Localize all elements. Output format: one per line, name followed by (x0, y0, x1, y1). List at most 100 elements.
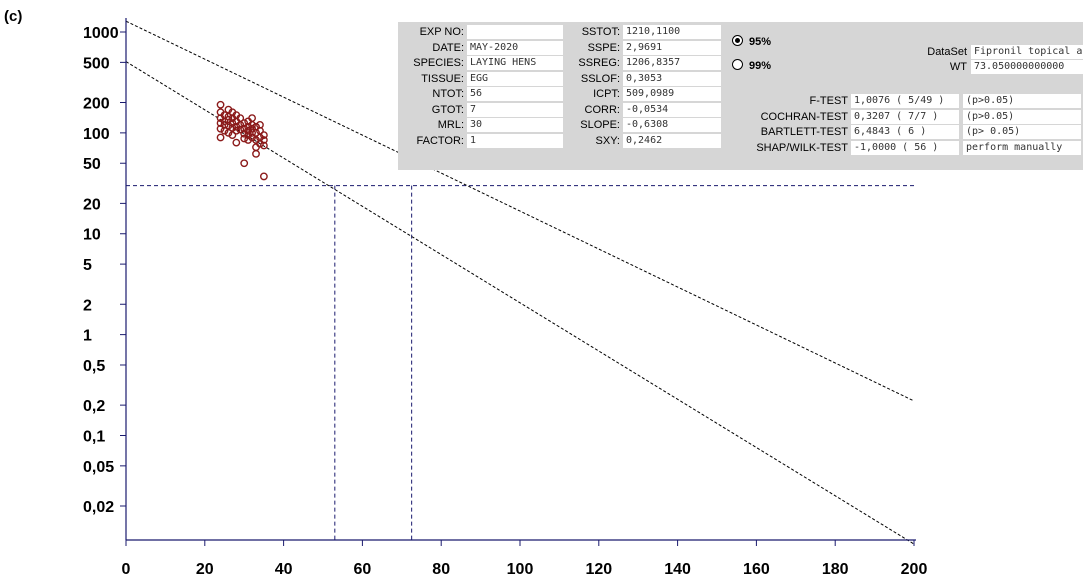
y-tick-label: 0,05 (83, 459, 114, 476)
field-label: SSPE: (587, 41, 620, 54)
y-tick-label: 0,2 (83, 398, 105, 415)
test-result: (p> 0.05) (963, 125, 1081, 139)
data-point (248, 128, 256, 137)
statistics-panel: EXP NO: DATE: MAY-2020 SPECIES: LAYING HENS T… (398, 22, 1083, 170)
data-point (216, 119, 225, 127)
field-value: -0,6308 (623, 118, 721, 132)
upper-tolerance-line (125, 20, 915, 402)
x-tick-label: 0 (122, 561, 131, 578)
wt-value: 73.050000000000 (971, 60, 1083, 74)
data-point (244, 131, 253, 140)
y-tick-label: 5 (83, 257, 92, 274)
x-tick-label: 40 (275, 561, 293, 578)
field-label: GTOT: (431, 103, 464, 116)
field-label: SSREG: (578, 57, 620, 69)
data-point (259, 136, 268, 144)
data-points (216, 100, 268, 181)
field-label: NTOT: (432, 88, 464, 100)
x-tick-label: 180 (822, 561, 849, 578)
data-point (220, 117, 229, 126)
data-point (236, 125, 245, 134)
test-result: (p>0.05) (963, 109, 1081, 124)
field-value: 0,2462 (623, 133, 721, 148)
field-value: 7 (467, 102, 563, 117)
y-tick-label: 50 (83, 156, 101, 173)
data-point (259, 172, 268, 181)
test-value: -1,0000 ( 56 ) (851, 140, 959, 155)
field-label: MRL: (437, 119, 464, 131)
data-point (244, 126, 253, 135)
regression-line (125, 61, 915, 545)
field-label: SLOPE: (580, 119, 620, 131)
field-label: SPECIES: (413, 57, 464, 69)
field-value: 0,3053 (623, 71, 721, 86)
field-value: 56 (467, 87, 563, 101)
regression-lines (125, 20, 915, 545)
y-tick-label: 500 (83, 55, 110, 72)
y-tick-label: 1000 (83, 25, 119, 42)
data-point (224, 128, 233, 137)
test-result: (p>0.05) (963, 94, 1081, 108)
dataset-label: DataSet (927, 46, 967, 58)
field-label: SSTOT: (581, 26, 620, 38)
x-tick-label: 80 (432, 561, 450, 578)
radio-icon[interactable] (732, 35, 743, 46)
data-point (220, 126, 229, 135)
data-point (232, 138, 241, 147)
data-point (252, 149, 260, 158)
test-label: SHAP/WILK-TEST (756, 141, 848, 154)
dataset-value: Fipronil topical ad (971, 45, 1083, 59)
field-label: CORR: (584, 103, 620, 116)
data-point (244, 122, 253, 131)
field-label: TISSUE: (421, 72, 464, 85)
x-tick-label: 100 (507, 561, 534, 578)
test-value: 0,3207 ( 7/7 ) (851, 109, 959, 124)
test-value: 1,0076 ( 5/49 ) (851, 94, 959, 108)
radio-icon[interactable] (732, 59, 743, 70)
field-value: LAYING HENS (467, 56, 563, 70)
data-point (228, 131, 237, 140)
field-value: 30 (467, 118, 563, 132)
data-point (259, 141, 268, 150)
data-point (216, 100, 225, 109)
y-tick-label: 100 (83, 126, 110, 143)
field-value: 1206,8357 (623, 56, 721, 70)
test-value: 6,4843 ( 6 ) (851, 125, 959, 139)
y-tick-label: 1 (83, 328, 92, 345)
y-tick-label: 10 (83, 227, 101, 244)
test-label: F-TEST (809, 95, 849, 107)
field-value: 509,0989 (623, 87, 721, 101)
wt-label: WT (949, 61, 967, 73)
radio-95-percent[interactable]: 95% (732, 35, 771, 48)
radio-99-percent[interactable]: 99% (732, 59, 771, 72)
x-tick-label: 160 (743, 561, 770, 578)
y-tick-label: 20 (83, 196, 101, 213)
y-tick-label: 0,5 (83, 358, 105, 375)
data-point (248, 120, 256, 129)
data-point (252, 128, 260, 137)
field-label: ICPT: (593, 88, 620, 100)
axes (125, 18, 916, 541)
reference-lines (126, 185, 916, 540)
data-point (259, 131, 268, 140)
test-result: perform manually (963, 140, 1081, 155)
data-point (224, 112, 233, 121)
x-tick-label: 120 (585, 561, 612, 578)
field-label: SSLOF: (580, 72, 620, 85)
x-tick-label: 20 (196, 561, 214, 578)
field-value: MAY-2020 (467, 40, 563, 55)
y-tick-label: 200 (83, 96, 110, 113)
x-tick-label: 140 (664, 561, 691, 578)
field-value: 2,9691 (623, 40, 721, 55)
field-value: EGG (467, 71, 563, 86)
field-label: SXY: (595, 134, 620, 147)
x-tick-label: 200 (901, 561, 928, 578)
data-point (216, 133, 225, 142)
field-value: -0,0534 (623, 102, 721, 117)
data-point (240, 159, 249, 168)
field-value: 1210,1100 (623, 25, 721, 39)
x-tick-label: 60 (354, 561, 372, 578)
field-label: FACTOR: (416, 134, 464, 147)
data-point (240, 124, 249, 133)
